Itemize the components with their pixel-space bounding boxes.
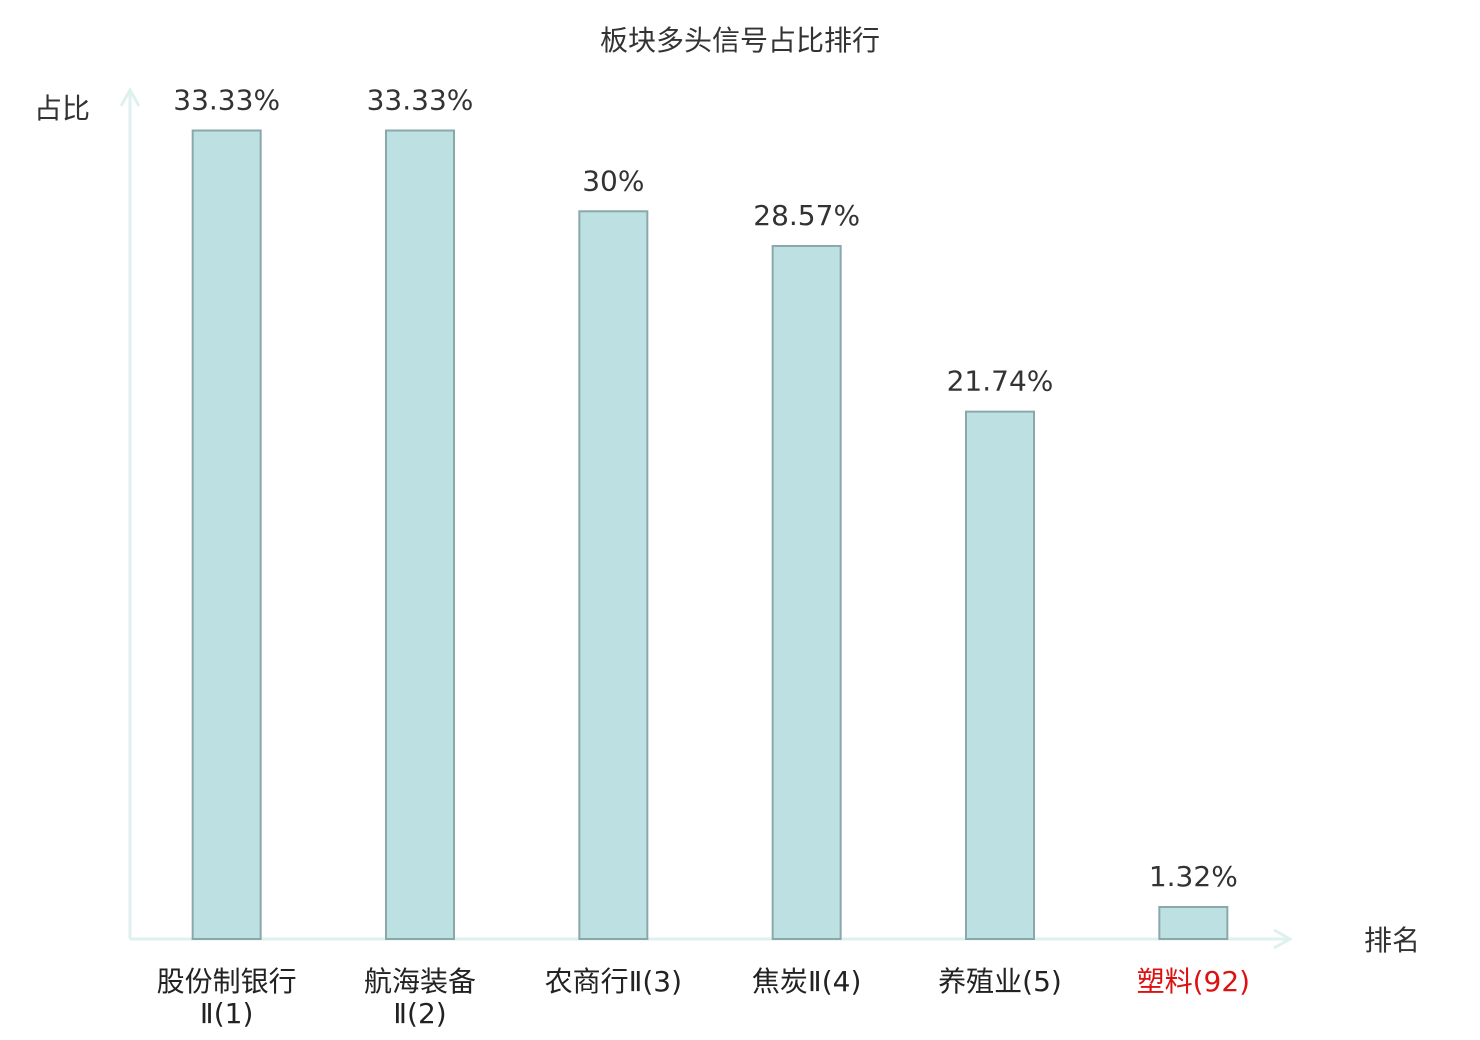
value-label: 30% — [582, 164, 644, 197]
x-tick-label: 焦炭Ⅱ(4) — [751, 965, 862, 998]
bar — [191, 129, 262, 941]
chart-title: 板块多头信号占比排行 — [600, 24, 880, 57]
value-label: 28.57% — [753, 199, 860, 232]
value-label: 33.33% — [367, 84, 474, 117]
value-label: 21.74% — [947, 365, 1054, 398]
x-tick-label: 塑料(92) — [1136, 965, 1251, 998]
bar — [965, 410, 1035, 940]
x-tick-label: 股份制银行Ⅱ(1) — [156, 965, 297, 1030]
bar — [1158, 905, 1229, 941]
x-axis-label: 排名 — [1364, 924, 1420, 957]
x-tick-label: 养殖业(5) — [938, 965, 1062, 998]
x-tick-label: 航海装备Ⅱ(2) — [363, 965, 476, 1030]
x-tick-label: 农商行Ⅱ(3) — [544, 965, 683, 998]
y-axis-label: 占比 — [34, 92, 90, 125]
value-label: 1.32% — [1149, 860, 1238, 893]
y-axis-arrow — [119, 86, 141, 107]
value-label: 33.33% — [173, 84, 280, 117]
bar — [578, 210, 649, 941]
bar — [385, 129, 455, 941]
x-axis-arrow — [1273, 928, 1294, 950]
bar — [771, 244, 842, 940]
